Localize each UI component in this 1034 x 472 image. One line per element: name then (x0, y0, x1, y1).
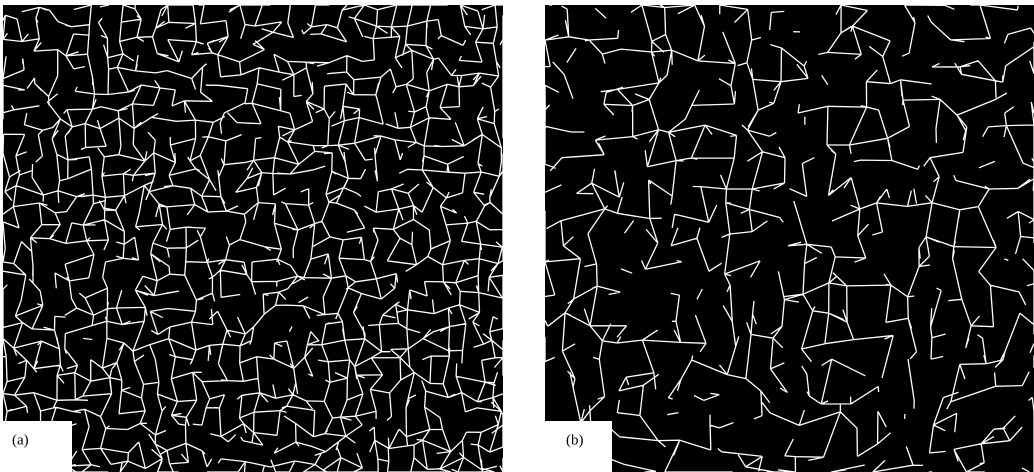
page: (a) (b) (() => { const data = JSON.parse… (0, 0, 1034, 472)
figure: (a) (b) (0, 0, 1034, 472)
panel-background (3, 5, 503, 472)
panel-label: (a) (12, 432, 29, 448)
panel-background (545, 5, 1034, 472)
panel-b: (b) (545, 5, 1034, 472)
panel-label: (b) (566, 432, 584, 448)
panel-a: (a) (3, 5, 503, 472)
